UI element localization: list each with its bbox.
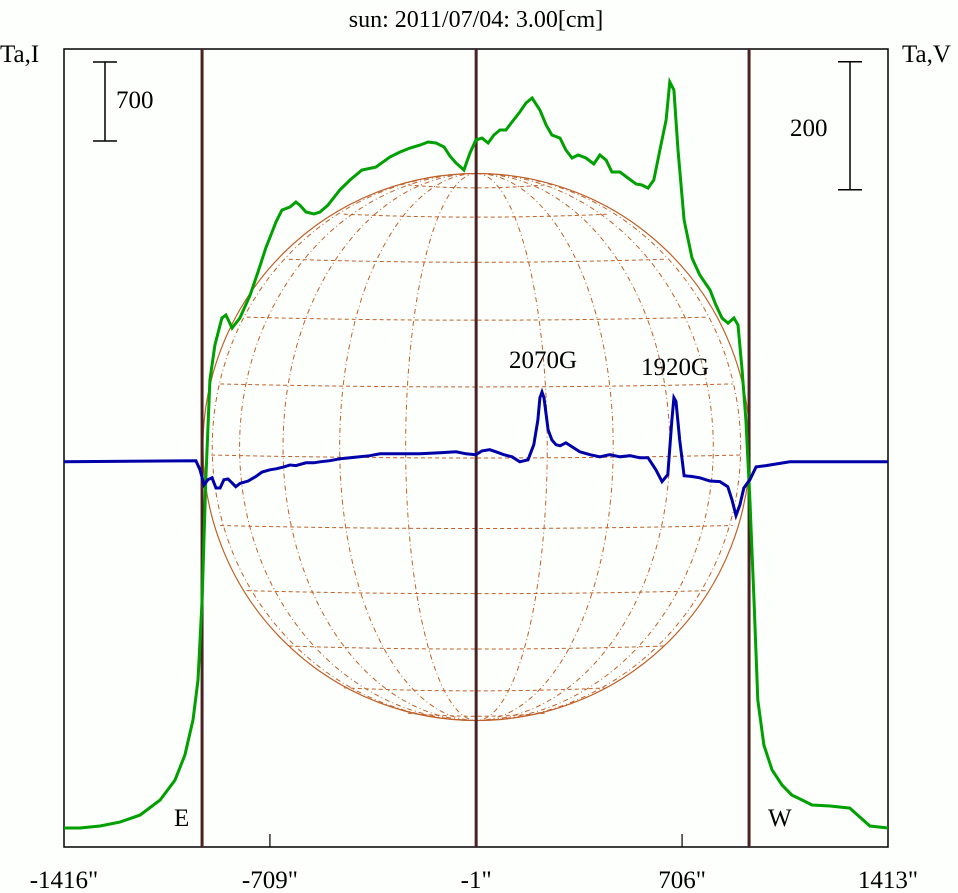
meridian-line xyxy=(239,172,477,722)
parallel-line xyxy=(343,687,610,692)
x-tick-label: 1413" xyxy=(858,867,918,893)
meridian-line xyxy=(211,172,477,722)
meridian-line xyxy=(282,172,477,722)
parallel-line xyxy=(343,213,610,218)
meridian-line xyxy=(476,172,614,722)
parallel-line xyxy=(407,712,546,717)
parallel-line xyxy=(288,258,665,263)
meridian-line xyxy=(476,172,548,722)
east-label: E xyxy=(174,805,189,832)
x-tick-label: -709" xyxy=(242,867,298,893)
chart-title: sun: 2011/07/04: 3.00[cm] xyxy=(349,7,603,33)
series-line-I xyxy=(64,76,889,830)
x-axis: -1416" -709" -1" 706" 1413" xyxy=(30,834,918,893)
annotation-2070G: 2070G xyxy=(509,347,577,374)
x-tick-label: 706" xyxy=(658,867,706,893)
scale-bar-I-mark xyxy=(93,61,117,142)
west-label: W xyxy=(768,805,792,832)
series-line-V xyxy=(63,387,888,521)
scale-bar-V-mark xyxy=(838,61,862,191)
meridian-line xyxy=(476,172,671,722)
meridian-line xyxy=(476,172,742,722)
scale-bar-V: 200 xyxy=(790,61,862,191)
scale-bar-V-label: 200 xyxy=(790,115,828,142)
left-axis-label: Ta,I xyxy=(0,41,39,68)
x-tick-label: -1" xyxy=(461,867,492,893)
parallel-line xyxy=(407,184,546,189)
scale-bar-I-label: 700 xyxy=(116,87,154,114)
parallel-line xyxy=(220,383,733,388)
parallel-line xyxy=(288,645,665,650)
meridian-line xyxy=(405,172,477,722)
scale-bar-I: 700 xyxy=(93,61,154,142)
annotation-1920G: 1920G xyxy=(641,354,709,381)
meridian-line xyxy=(476,172,714,722)
right-axis-label: Ta,V xyxy=(902,41,951,68)
limb-lines xyxy=(200,49,751,847)
meridian-line xyxy=(339,172,477,722)
parallel-line xyxy=(220,525,733,530)
x-tick-label: -1416" xyxy=(30,867,99,893)
